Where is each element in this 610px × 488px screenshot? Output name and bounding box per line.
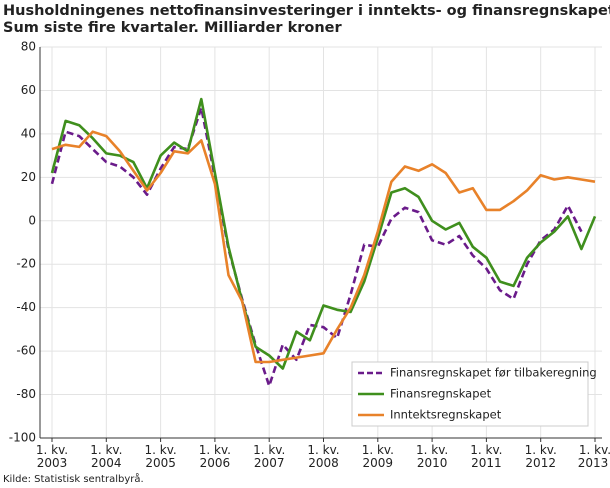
chart-title: Husholdningenes nettofinansinvesteringer… [3,3,610,19]
y-tick-label: 80 [21,40,36,54]
x-tick-label-line: 1. kv. [470,443,502,457]
legend-box [351,361,589,427]
x-tick-label-line: 1. kv. [36,443,68,457]
y-tick-label: -80 [16,387,36,401]
x-tick-label-line: 1. kv. [362,443,394,457]
x-tick-label: 1. kv. 2012 [525,443,557,470]
x-tick-label-line: 2003 [37,456,68,470]
x-tick-label: 1. kv. 2007 [253,443,285,470]
chart-subtitle: Sum siste fire kvartaler. Milliarder kro… [3,20,343,36]
y-tick-label: 60 [21,83,36,97]
x-tick-label: 1. kv. 2011 [470,443,502,470]
x-tick-label-line: 2012 [525,456,556,470]
x-tick-label-line: 2007 [254,456,285,470]
x-tick-label: 1. kv. 2006 [199,443,231,470]
x-tick-label-line: 1. kv. [90,443,122,457]
legend-label: Finansregnskapet før tilbakeregning [390,366,597,380]
x-tick-label-line: 1. kv. [199,443,231,457]
x-tick-label: 1. kv. 2005 [144,443,176,470]
y-tick-label: -100 [9,431,36,445]
x-tick-label: 1. kv. 2010 [416,443,448,470]
x-tick-label-line: 2004 [91,456,122,470]
legend-label: Finansregnskapet [390,387,492,401]
x-tick-label-line: 1. kv. [525,443,557,457]
y-tick-label: 0 [28,213,36,227]
x-tick-label: 1. kv. 2003 [36,443,68,470]
x-tick-label: 1. kv. 2008 [307,443,339,470]
x-tick-label-line: 1. kv. [253,443,285,457]
x-tick-label-line: 1. kv. [144,443,176,457]
x-tick-label-line: 1. kv. [307,443,339,457]
x-tick-label-line: 1. kv. [416,443,448,457]
x-tick-label-line: 1. kv. [579,443,610,457]
y-tick-label: 20 [21,170,36,184]
y-tick-label: -20 [16,257,36,271]
source: Kilde: Statistisk sentralbyrå. [3,472,144,485]
y-tick-label: -60 [16,344,36,358]
x-tick-label-line: 2006 [200,456,231,470]
x-tick-label-line: 2010 [417,456,448,470]
y-tick-label: 40 [21,126,36,140]
x-tick-label: 1. kv. 2009 [362,443,394,470]
x-tick-label: 1. kv. 2013 [578,443,610,470]
series-line [50,97,597,370]
series-line [50,106,583,388]
x-tick-label-line: 2005 [145,456,176,470]
x-tick-label-line: 2011 [471,456,502,470]
x-tick-label: 1. kv. 2004 [90,443,122,470]
legend-label: Inntektsregnskapet [390,408,502,422]
x-tick-label-line: 2013 [578,456,609,470]
x-tick-label-line: 2008 [308,456,339,470]
x-tick-label-line: 2009 [363,456,394,470]
series-line [51,130,596,364]
y-tick-label: -40 [16,300,36,314]
